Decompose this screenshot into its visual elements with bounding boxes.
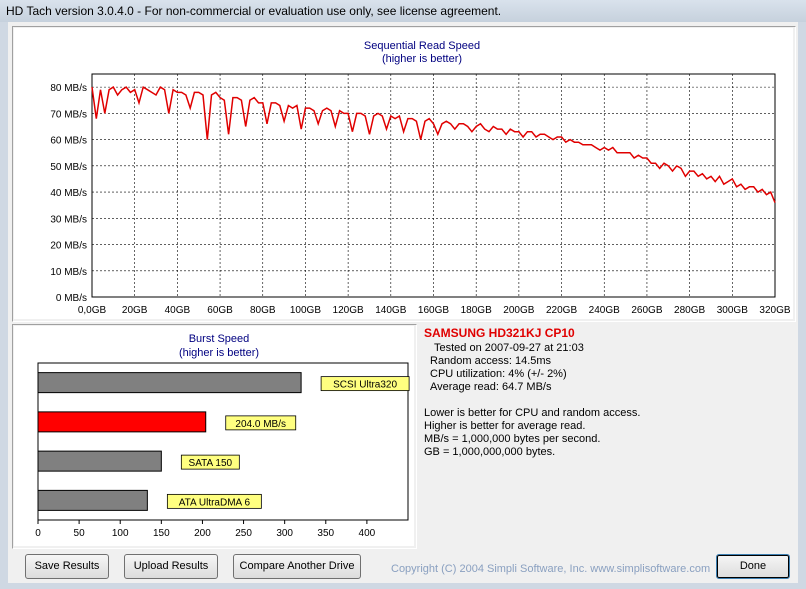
y-tick-label: 60 MB/s [50,136,87,147]
burst-bar-label-box [166,493,262,509]
x-tick-label: 180GB [461,305,492,316]
compare-drive-button[interactable]: Compare Another Drive [233,554,361,579]
note-cpu-random: Lower is better for CPU and random acces… [424,407,641,419]
y-tick-label: 70 MB/s [50,109,87,120]
save-results-button[interactable]: Save Results [25,554,109,579]
burst-bar [37,372,302,394]
x-tick-label: 0,0GB [78,305,107,316]
burst-x-tick-label: 350 [317,528,334,539]
x-tick-label: 140GB [375,305,406,316]
x-tick-label: 60GB [207,305,233,316]
burst-x-tick-label: 200 [194,528,211,539]
y-tick-label: 40 MB/s [50,188,87,199]
main-window: Sequential Read Speed (higher is better)… [8,22,798,583]
drive-name: SAMSUNG HD321KJ CP10 [424,326,575,340]
burst-bar-label-box [180,454,240,470]
x-tick-label: 100GB [290,305,321,316]
note-mbs-definition: MB/s = 1,000,000 bytes per second. [424,433,601,445]
burst-speed-chart: Burst Speed (higher is better) SCSI Ultr… [35,333,410,539]
burst-bar-label: SATA 150 [189,458,233,469]
burst-bar-label-box [225,415,297,431]
burst-x-tick-label: 150 [153,528,170,539]
x-tick-label: 160GB [418,305,449,316]
note-gb-definition: GB = 1,000,000,000 bytes. [424,446,556,458]
burst-x-tick-label: 400 [359,528,376,539]
x-tick-label: 280GB [674,305,705,316]
y-tick-label: 20 MB/s [50,241,87,252]
x-tick-label: 240GB [589,305,620,316]
x-tick-label: 20GB [122,305,148,316]
done-button[interactable]: Done [716,554,790,579]
burst-x-tick-label: 300 [276,528,293,539]
burst-bar-label: ATA UltraDMA 6 [179,497,251,508]
burst-chart-panel: Burst Speed (higher is better) SCSI Ultr… [12,324,417,549]
x-tick-label: 300GB [717,305,748,316]
window-title: HD Tach version 3.0.4.0 - For non-commer… [6,4,502,18]
burst-bar [37,489,148,511]
y-tick-label: 30 MB/s [50,214,87,225]
chart-title: Sequential Read Speed [364,40,480,52]
x-tick-label: 80GB [250,305,276,316]
x-tick-label: 200GB [503,305,534,316]
note-average-read: Higher is better for average read. [424,420,586,432]
y-tick-label: 80 MB/s [50,83,87,94]
chart-subtitle: (higher is better) [382,53,462,65]
title-bar[interactable]: HD Tach version 3.0.4.0 - For non-commer… [0,0,806,22]
copyright-link[interactable]: Copyright (C) 2004 Simpli Software, Inc.… [391,563,711,575]
y-tick-label: 10 MB/s [50,267,87,278]
burst-bar-label: SCSI Ultra320 [333,380,397,391]
upload-results-button[interactable]: Upload Results [124,554,218,579]
x-tick-label: 260GB [631,305,662,316]
x-tick-label: 220GB [546,305,577,316]
burst-chart-title: Burst Speed [189,333,250,345]
tested-on: Tested on 2007-09-27 at 21:03 [434,342,584,354]
y-tick-label: 0 MB/s [56,293,87,304]
random-access: Random access: 14.5ms [430,355,552,367]
y-tick-label: 50 MB/s [50,162,87,173]
read-speed-line [91,85,776,203]
burst-x-tick-label: 100 [112,528,129,539]
drive-info-panel: SAMSUNG HD321KJ CP10 Tested on 2007-09-2… [423,324,799,547]
burst-x-tick-label: 250 [235,528,252,539]
x-tick-label: 40GB [165,305,191,316]
cpu-utilization: CPU utilization: 4% (+/- 2%) [430,368,567,380]
burst-chart-subtitle: (higher is better) [179,347,259,359]
average-read: Average read: 64.7 MB/s [430,381,552,393]
burst-bar-label: 204.0 MB/s [235,419,286,430]
burst-bar-label-box [320,376,410,392]
burst-bar [37,411,207,433]
burst-x-tick-label: 50 [74,528,86,539]
sequential-chart-panel: Sequential Read Speed (higher is better)… [12,26,796,322]
burst-x-tick-label: 0 [35,528,41,539]
x-tick-label: 120GB [333,305,364,316]
sequential-read-chart: Sequential Read Speed (higher is better)… [50,40,791,316]
x-tick-label: 320GB [759,305,790,316]
burst-bar [37,450,162,472]
